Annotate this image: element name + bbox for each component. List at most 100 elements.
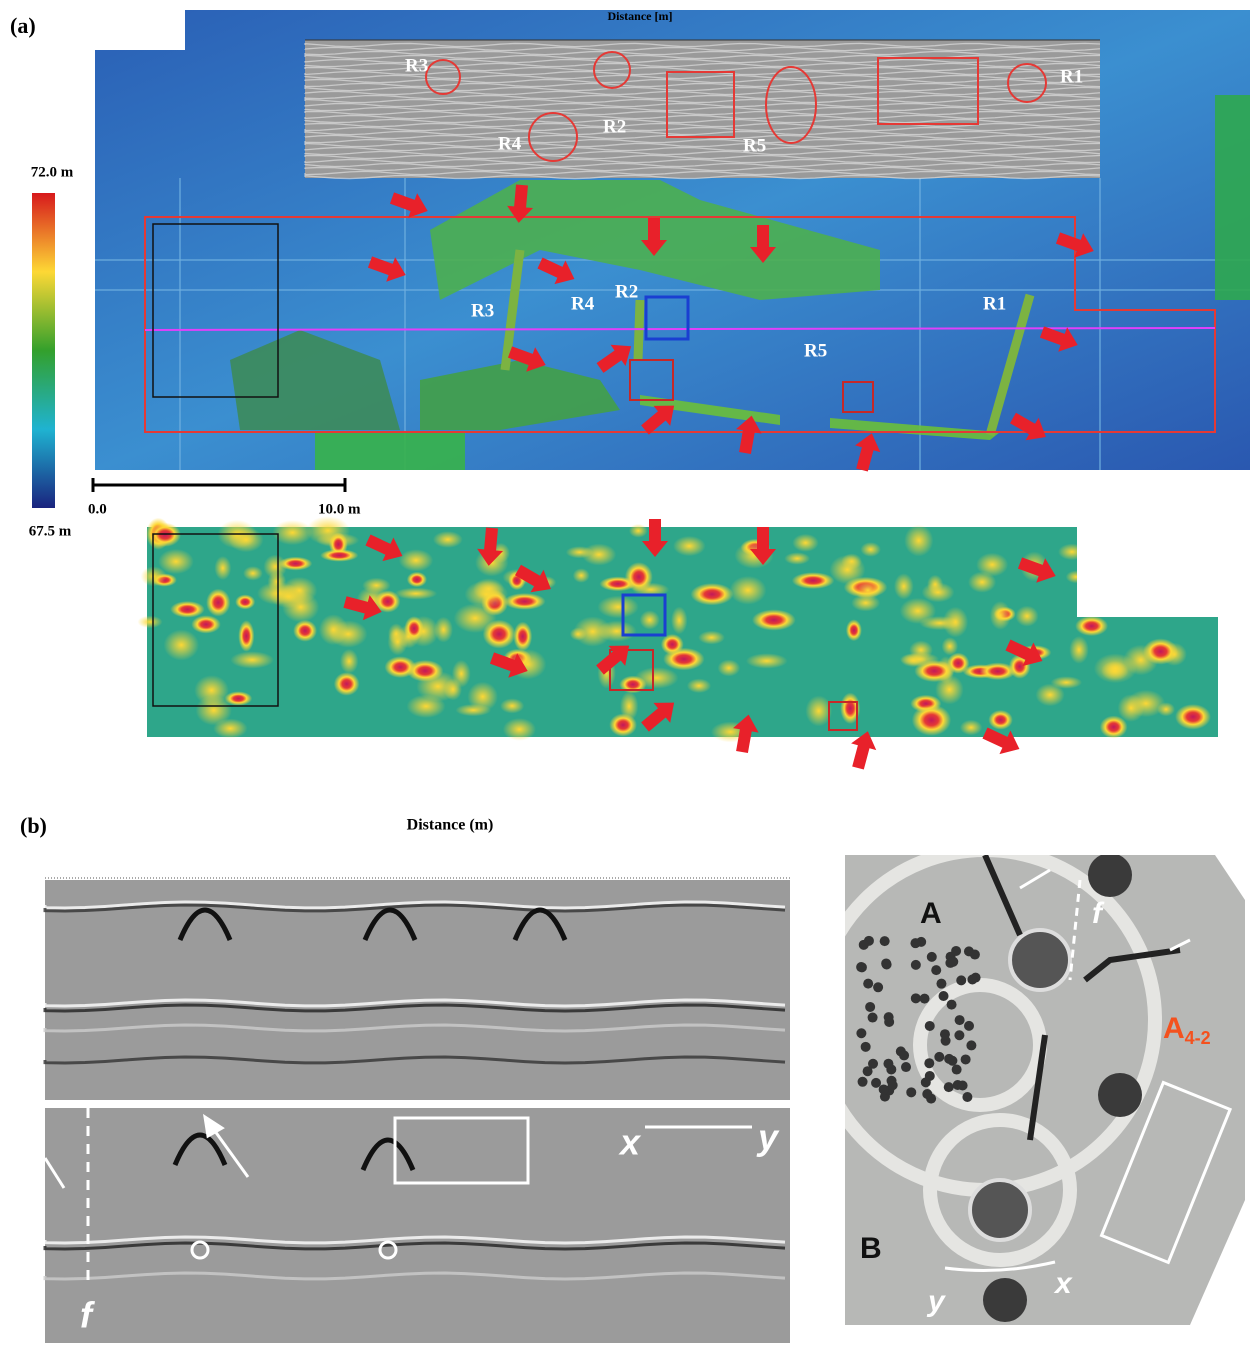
blob	[434, 616, 453, 643]
blob	[1015, 605, 1039, 627]
cable	[982, 855, 1023, 937]
blob	[394, 587, 438, 600]
reflection	[304, 118, 1101, 124]
hole	[960, 1054, 971, 1065]
blob	[976, 552, 1009, 577]
blob	[904, 524, 934, 557]
profile-labels: x y f	[80, 1117, 780, 1336]
gpr-annotations	[425, 51, 1047, 162]
blob	[791, 572, 835, 590]
scale-bar	[91, 478, 347, 492]
blob	[569, 627, 587, 641]
hole	[910, 959, 921, 970]
panel-label: (a)	[10, 13, 36, 38]
blob	[1075, 616, 1109, 637]
blob	[170, 601, 205, 618]
reflection	[43, 1003, 786, 1013]
blob	[163, 629, 200, 661]
blob	[959, 719, 983, 736]
blob	[137, 615, 163, 629]
reflection	[304, 122, 1101, 128]
label: B	[860, 1232, 882, 1265]
hole	[906, 1087, 917, 1098]
blob	[214, 556, 232, 581]
hole	[924, 1058, 935, 1069]
annotation-line	[1068, 879, 1082, 981]
label: R2	[603, 116, 626, 137]
hole	[934, 1051, 945, 1062]
blob	[597, 595, 639, 619]
hole	[938, 991, 949, 1002]
hole	[951, 1064, 962, 1075]
blob	[673, 535, 706, 557]
blob	[784, 552, 811, 565]
blob	[500, 698, 525, 714]
blob	[1123, 644, 1159, 676]
reflection	[304, 90, 1101, 96]
hole	[901, 1062, 912, 1073]
label: f	[1092, 897, 1105, 930]
reflection	[304, 46, 1101, 52]
blob	[690, 583, 734, 606]
blob	[482, 619, 516, 649]
hole	[967, 974, 978, 985]
label: R5	[804, 340, 827, 361]
hole	[883, 1058, 894, 1069]
hole	[919, 993, 930, 1004]
hole	[954, 1030, 965, 1041]
hole	[964, 1020, 975, 1031]
blob	[581, 543, 617, 566]
blob	[320, 549, 359, 562]
hyperbola	[360, 1137, 416, 1171]
annotation-box	[1099, 1080, 1233, 1265]
hole	[926, 951, 937, 962]
stone-tracery	[923, 1113, 1077, 1267]
blob	[339, 648, 359, 674]
hole	[948, 956, 959, 967]
blob	[572, 568, 590, 583]
reflection	[43, 1235, 786, 1245]
reflection	[43, 1271, 786, 1281]
gpr-profile	[45, 880, 790, 1100]
blob	[224, 691, 253, 706]
label-main: A	[1163, 1012, 1185, 1045]
blob	[968, 571, 997, 593]
label-sub: 4-2	[1185, 1028, 1211, 1048]
blob	[318, 614, 349, 646]
hole	[936, 978, 947, 989]
label: R3	[471, 300, 494, 321]
arrow-white	[1169, 938, 1191, 952]
hyperbola	[512, 907, 568, 941]
axis-title: Distance (m)	[407, 817, 494, 834]
gpr-reflections	[43, 900, 786, 1281]
density-outlines	[152, 533, 858, 731]
blob	[628, 523, 648, 538]
reflection	[304, 114, 1101, 120]
gpr-axis-title: Distance [m]	[608, 9, 673, 23]
hole	[969, 949, 980, 960]
blob	[860, 542, 881, 557]
hole	[943, 1082, 954, 1093]
label: R4	[498, 133, 522, 154]
label: A	[920, 897, 942, 930]
scale-start: 0.0	[88, 501, 107, 517]
reflection	[43, 1023, 786, 1033]
reflection	[304, 110, 1101, 116]
colorbar-max: 72.0 m	[31, 164, 74, 180]
reflection	[304, 62, 1101, 68]
hole	[860, 1041, 871, 1052]
reflection	[304, 98, 1101, 104]
blob	[1099, 715, 1128, 739]
blob	[624, 562, 653, 592]
reflection	[304, 126, 1101, 132]
blob	[406, 571, 427, 588]
blob	[206, 588, 231, 617]
blob	[432, 531, 463, 548]
blob	[855, 580, 881, 601]
blob	[502, 717, 536, 741]
label: R5	[743, 135, 766, 156]
reflection	[304, 174, 1101, 180]
blob	[745, 653, 788, 669]
blob	[195, 695, 232, 726]
colorbar-min: 67.5 m	[29, 523, 72, 539]
